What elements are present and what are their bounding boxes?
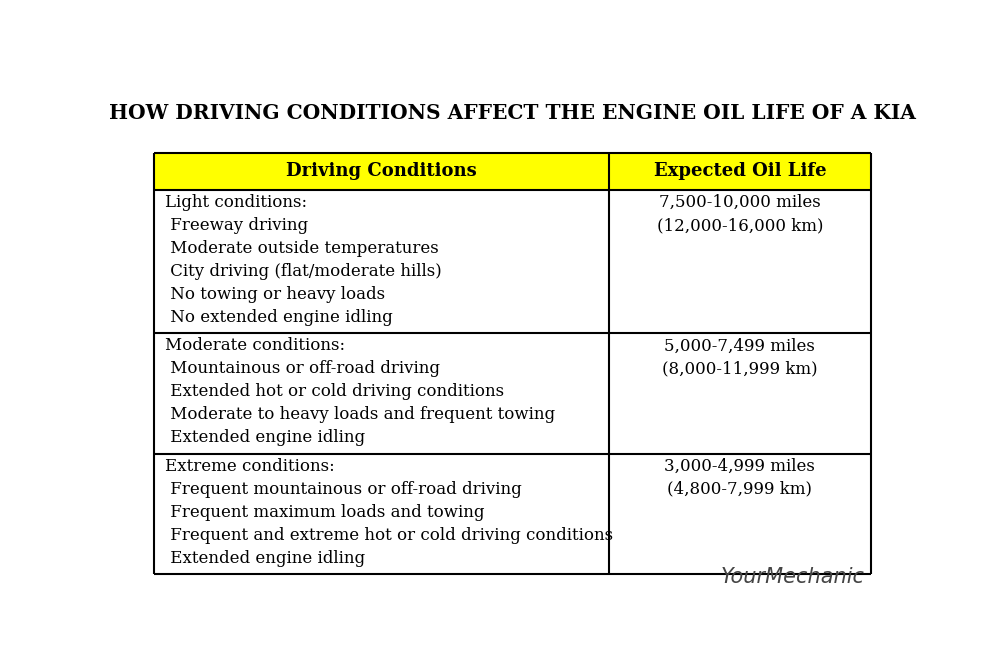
Text: No towing or heavy loads: No towing or heavy loads bbox=[165, 286, 385, 303]
Text: Frequent mountainous or off-road driving: Frequent mountainous or off-road driving bbox=[165, 481, 521, 498]
Bar bbox=[154, 454, 871, 574]
Text: City driving (flat/moderate hills): City driving (flat/moderate hills) bbox=[165, 263, 441, 280]
Bar bbox=[154, 190, 871, 334]
Text: Driving Conditions: Driving Conditions bbox=[286, 163, 477, 181]
Text: (12,000-16,000 km): (12,000-16,000 km) bbox=[657, 217, 823, 234]
Bar bbox=[154, 334, 871, 454]
Text: Frequent maximum loads and towing: Frequent maximum loads and towing bbox=[165, 504, 484, 521]
Text: Extended engine idling: Extended engine idling bbox=[165, 550, 365, 566]
Text: (4,800-7,999 km): (4,800-7,999 km) bbox=[667, 481, 812, 498]
Text: Moderate conditions:: Moderate conditions: bbox=[165, 338, 345, 354]
Text: Frequent and extreme hot or cold driving conditions: Frequent and extreme hot or cold driving… bbox=[165, 527, 613, 544]
Text: Extended hot or cold driving conditions: Extended hot or cold driving conditions bbox=[165, 384, 504, 400]
Text: Light conditions:: Light conditions: bbox=[165, 194, 307, 211]
Text: 3,000-4,999 miles: 3,000-4,999 miles bbox=[664, 458, 815, 475]
Text: (8,000-11,999 km): (8,000-11,999 km) bbox=[662, 360, 818, 378]
Text: Mountainous or off-road driving: Mountainous or off-road driving bbox=[165, 360, 440, 378]
Text: 5,000-7,499 miles: 5,000-7,499 miles bbox=[664, 338, 815, 354]
Text: Extended engine idling: Extended engine idling bbox=[165, 429, 365, 446]
Text: Moderate to heavy loads and frequent towing: Moderate to heavy loads and frequent tow… bbox=[165, 406, 555, 424]
Text: Moderate outside temperatures: Moderate outside temperatures bbox=[165, 240, 438, 257]
Text: YourMechanic: YourMechanic bbox=[721, 568, 865, 588]
Text: 7,500-10,000 miles: 7,500-10,000 miles bbox=[659, 194, 821, 211]
Text: Expected Oil Life: Expected Oil Life bbox=[654, 163, 826, 181]
Text: Freeway driving: Freeway driving bbox=[165, 217, 308, 234]
Text: Extreme conditions:: Extreme conditions: bbox=[165, 458, 334, 475]
Text: No extended engine idling: No extended engine idling bbox=[165, 309, 392, 325]
Bar bbox=[154, 153, 871, 190]
Text: HOW DRIVING CONDITIONS AFFECT THE ENGINE OIL LIFE OF A KIA: HOW DRIVING CONDITIONS AFFECT THE ENGINE… bbox=[109, 103, 916, 123]
